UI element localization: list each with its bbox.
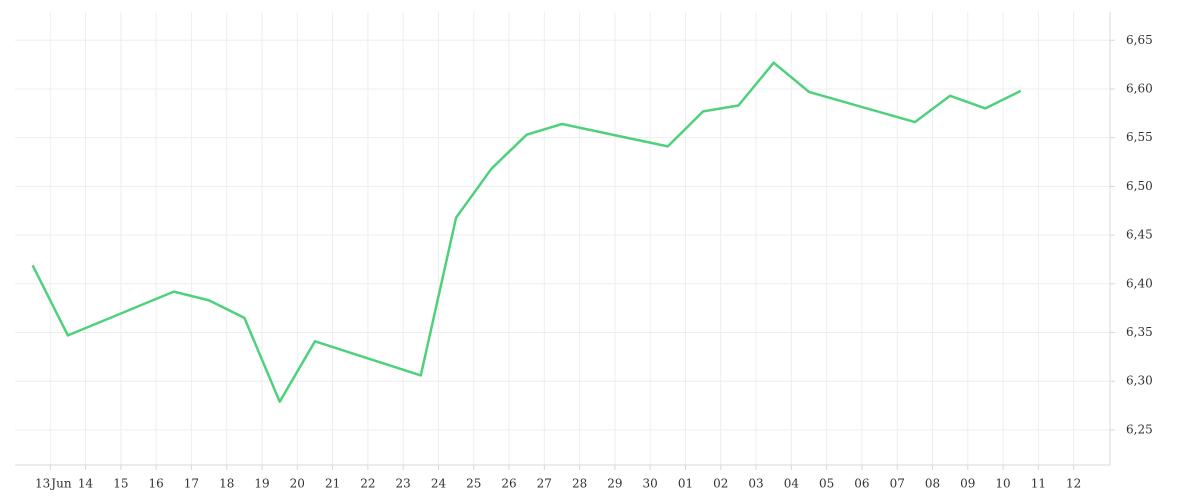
x-tick-label: 11 xyxy=(1031,477,1046,491)
x-tick-label: 22 xyxy=(360,477,375,491)
y-tick-label: 6,30 xyxy=(1126,374,1153,388)
x-tick-label: 12 xyxy=(1066,477,1081,491)
y-tick-label: 6,40 xyxy=(1126,276,1153,290)
x-tick-label: 03 xyxy=(748,477,763,491)
x-tick-label: 09 xyxy=(960,477,975,491)
x-tick-label: 14 xyxy=(78,477,94,491)
x-tick-label: 27 xyxy=(537,477,552,491)
x-tick-label: 24 xyxy=(431,477,447,491)
x-tick-label: 29 xyxy=(607,477,622,491)
x-tick-label: 30 xyxy=(643,477,658,491)
y-tick-label: 6,65 xyxy=(1126,33,1153,47)
x-tick-label: 26 xyxy=(501,477,516,491)
x-tick-label: 16 xyxy=(149,477,164,491)
x-tick-label: 15 xyxy=(113,477,128,491)
y-tick-label: 6,25 xyxy=(1126,422,1153,436)
line xyxy=(31,61,1022,403)
x-tick-label: 02 xyxy=(713,477,728,491)
x-tick-label: 05 xyxy=(819,477,834,491)
x-tick-label: 28 xyxy=(572,477,587,491)
x-tick-label: 23 xyxy=(396,477,411,491)
x-tick-label: 01 xyxy=(678,477,693,491)
y-tick-label: 6,35 xyxy=(1126,325,1153,339)
x-tick-label: 19 xyxy=(254,477,269,491)
y-tick-label: 6,60 xyxy=(1126,81,1153,95)
x-tick-label: 04 xyxy=(784,477,800,491)
y-tick-label: 6,45 xyxy=(1126,228,1153,242)
x-tick-label: 13 xyxy=(35,477,50,491)
x-tick-label: 08 xyxy=(925,477,940,491)
x-tick-label: 07 xyxy=(890,477,905,491)
x-tick-label: 06 xyxy=(854,477,869,491)
y-tick-label: 6,50 xyxy=(1126,179,1153,193)
x-tick-label: 10 xyxy=(995,477,1010,491)
month-label: Jun xyxy=(49,477,72,491)
x-tick-label: 18 xyxy=(219,477,234,491)
x-tick-label: 17 xyxy=(184,477,199,491)
x-tick-label: 21 xyxy=(325,477,340,491)
x-tick-label: 25 xyxy=(466,477,481,491)
y-tick-label: 6,55 xyxy=(1126,130,1153,144)
x-tick-label: 20 xyxy=(290,477,305,491)
